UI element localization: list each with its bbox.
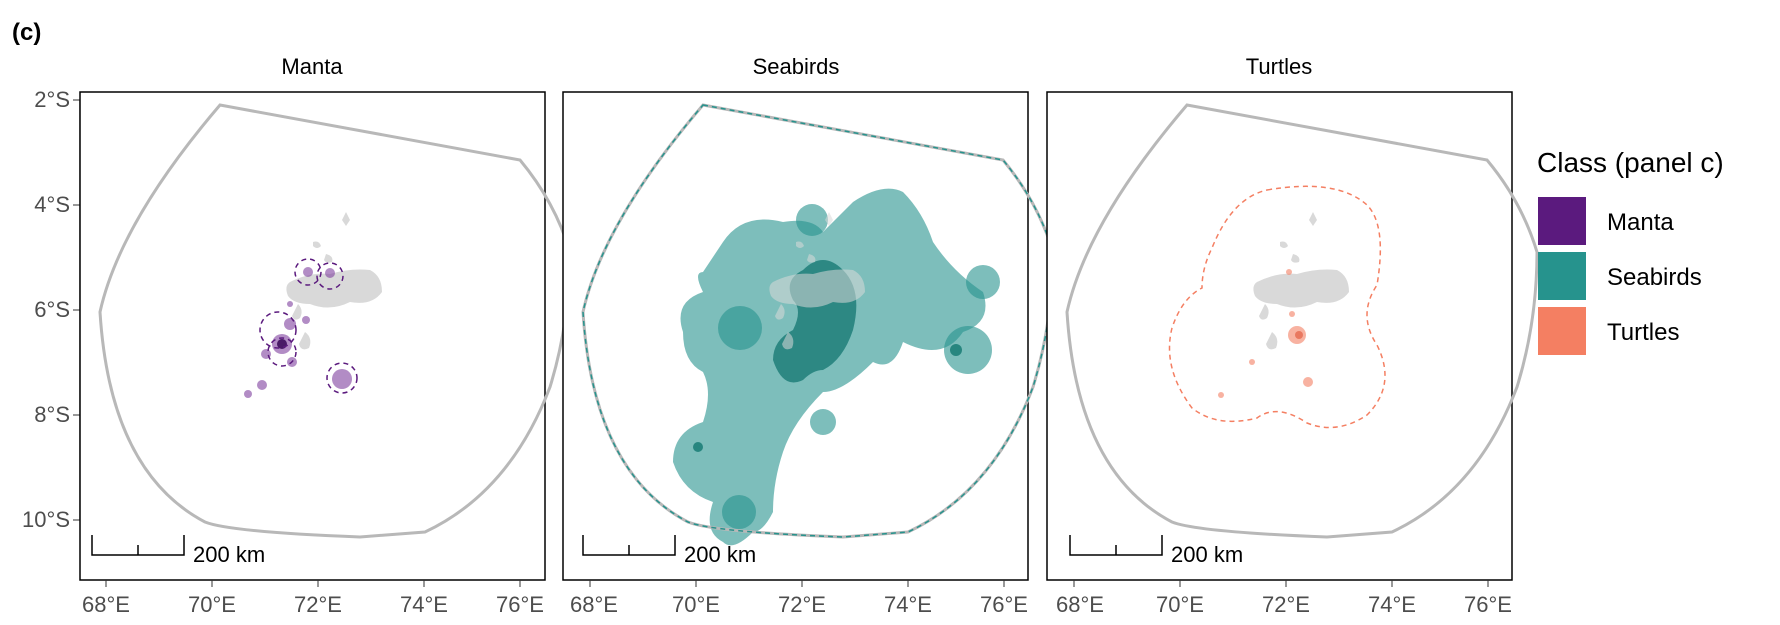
- y-tick: 8°S: [34, 402, 80, 427]
- scale-bar: [1069, 535, 1163, 556]
- x-tick-label: 68°E: [82, 592, 130, 617]
- scale-label: 200 km: [193, 542, 265, 567]
- x-tick-label: 70°E: [1156, 592, 1204, 617]
- turtle-hotspots: [1218, 269, 1313, 398]
- x-tick-labels-turtles: 68°E 70°E 72°E 74°E 76°E: [1056, 592, 1512, 617]
- x-tick-label: 74°E: [1368, 592, 1416, 617]
- legend-label: Seabirds: [1607, 264, 1702, 291]
- scale-label: 200 km: [1171, 542, 1243, 567]
- panel-frame: [79, 91, 546, 581]
- x-tick-label: 70°E: [672, 592, 720, 617]
- x-tick-label: 74°E: [884, 592, 932, 617]
- legend-label: Manta: [1607, 209, 1674, 236]
- x-tick-label: 68°E: [1056, 592, 1104, 617]
- panel-title: Turtles: [1246, 54, 1312, 79]
- x-tick-label: 72°E: [1262, 592, 1310, 617]
- scale-bar: [91, 535, 185, 556]
- y-axis: 2°S 4°S 6°S 8°S 10°S: [22, 87, 81, 532]
- scale-label: 200 km: [684, 542, 756, 567]
- seabird-core: [693, 442, 703, 452]
- legend-swatch: [1538, 252, 1586, 300]
- legend-title: Class (panel c): [1537, 147, 1724, 178]
- y-tick-label: 2°S: [34, 87, 70, 112]
- scale-bar: [582, 535, 676, 556]
- y-tick-label: 8°S: [34, 402, 70, 427]
- legend-label: Turtles: [1607, 319, 1679, 346]
- panel-letter: (c): [12, 19, 41, 46]
- x-axis-seabirds: [589, 580, 1005, 587]
- x-tick-label: 70°E: [188, 592, 236, 617]
- legend-swatch: [1538, 307, 1586, 355]
- legend-item-seabirds: Seabirds: [1538, 252, 1702, 300]
- panel-seabirds: Seabirds 200 km: [562, 54, 1055, 581]
- x-tick-label: 74°E: [400, 592, 448, 617]
- y-tick: 2°S: [34, 87, 80, 112]
- x-tick-label: 72°E: [294, 592, 342, 617]
- y-tick: 10°S: [22, 507, 80, 532]
- y-tick-label: 6°S: [34, 297, 70, 322]
- manta-hotspots: [244, 267, 352, 398]
- legend-swatch: [1538, 197, 1586, 245]
- panel-frame: [1046, 91, 1513, 581]
- x-axis-turtles: [1073, 580, 1489, 587]
- y-tick-label: 4°S: [34, 192, 70, 217]
- turtle-contour: [1168, 185, 1386, 429]
- legend-item-manta: Manta: [1538, 197, 1674, 245]
- x-tick-labels-seabirds: 68°E 70°E 72°E 74°E 76°E: [570, 592, 1028, 617]
- panel-turtles: Turtles 200 km: [1046, 54, 1539, 581]
- x-tick-label: 76°E: [980, 592, 1028, 617]
- legend-item-turtles: Turtles: [1538, 307, 1679, 355]
- seabird-core: [950, 344, 962, 356]
- x-tick-label: 76°E: [1464, 592, 1512, 617]
- panel-title: Seabirds: [753, 54, 840, 79]
- panel-title: Manta: [281, 54, 343, 79]
- legend: Class (panel c) Manta Seabirds Turtles: [1537, 147, 1724, 355]
- x-tick-label: 76°E: [496, 592, 544, 617]
- x-axis-manta: [105, 580, 521, 587]
- x-tick-label: 68°E: [570, 592, 618, 617]
- y-tick-label: 10°S: [22, 507, 70, 532]
- seabird-density: [673, 188, 1000, 546]
- x-tick-label: 72°E: [778, 592, 826, 617]
- y-tick: 4°S: [34, 192, 80, 217]
- y-tick: 6°S: [34, 297, 80, 322]
- x-tick-labels-manta: 68°E 70°E 72°E 74°E 76°E: [82, 592, 544, 617]
- panel-manta: Manta: [79, 54, 572, 581]
- manta-contours: [259, 258, 358, 394]
